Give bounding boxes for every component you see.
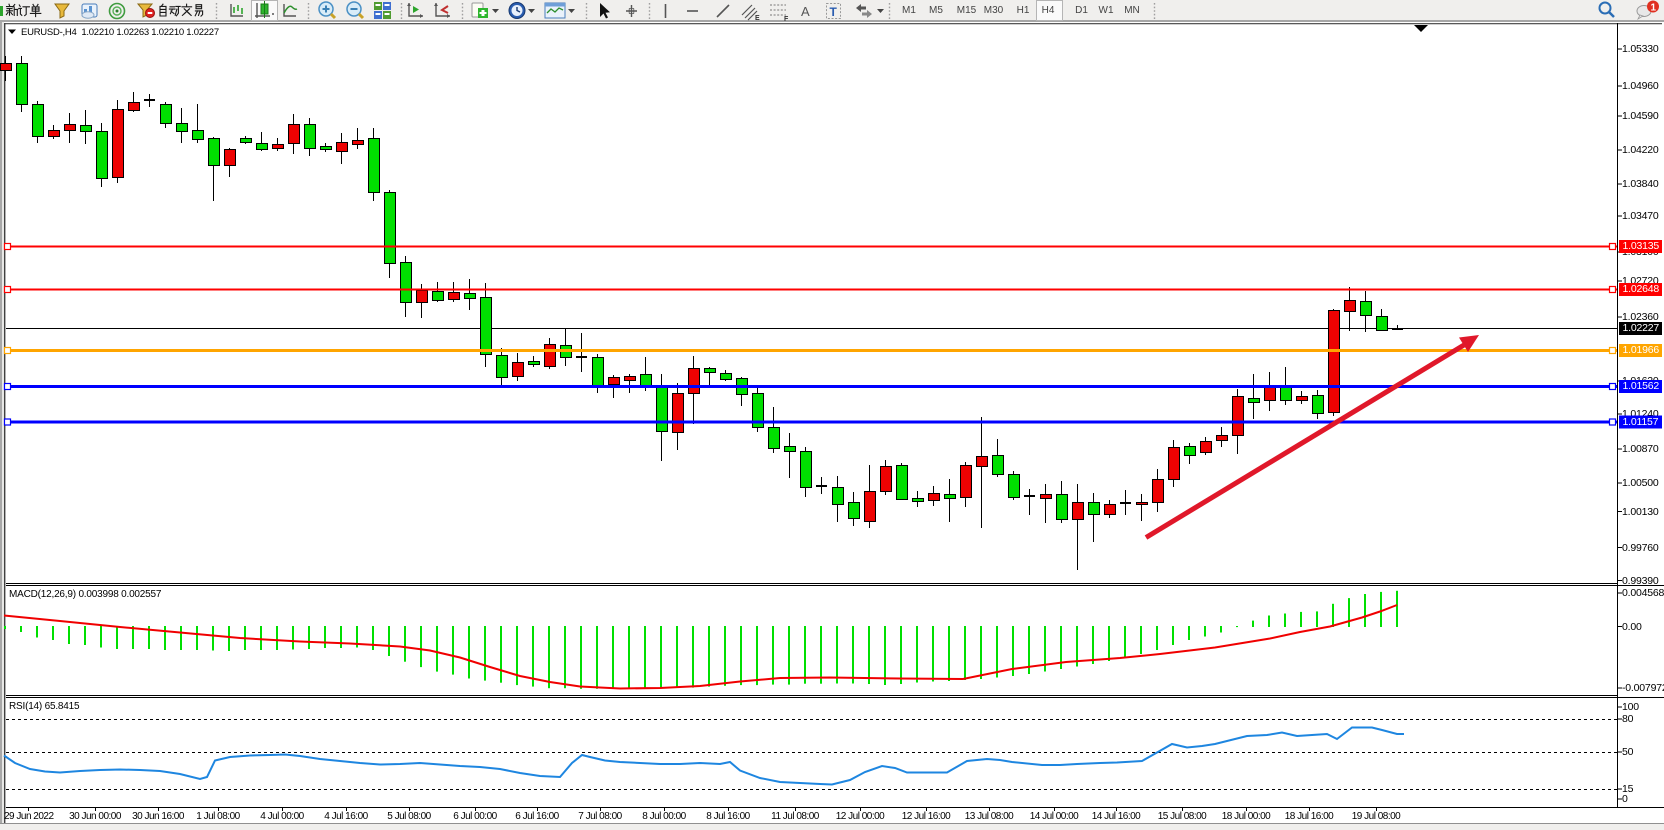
svg-text:F: F: [784, 16, 789, 22]
svg-text:T: T: [830, 5, 838, 19]
svg-text:E: E: [755, 15, 760, 22]
svg-text:A: A: [801, 4, 810, 19]
svg-text:1: 1: [1651, 3, 1657, 14]
